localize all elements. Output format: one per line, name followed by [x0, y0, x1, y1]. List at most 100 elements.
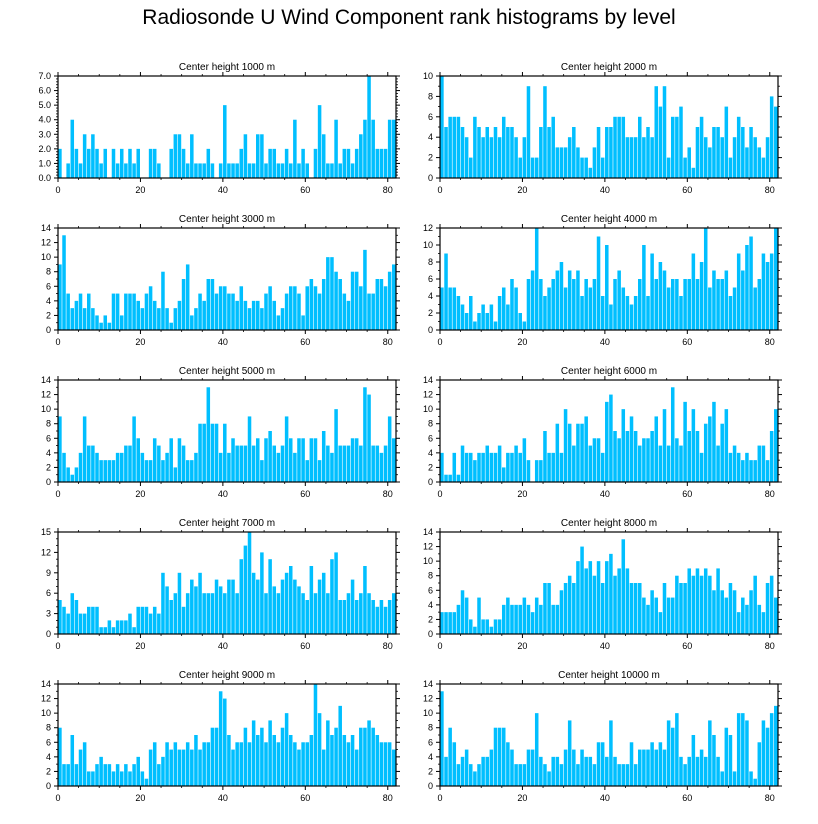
- bar: [625, 296, 630, 330]
- bar: [247, 163, 252, 178]
- bar: [350, 271, 355, 330]
- bar: [301, 148, 305, 178]
- bar: [210, 593, 215, 634]
- bar: [185, 163, 190, 178]
- bar: [534, 597, 539, 634]
- y-tick-label: 0: [46, 325, 51, 335]
- bar: [440, 76, 444, 178]
- bar: [563, 147, 568, 178]
- bar: [456, 116, 461, 178]
- bar: [757, 445, 762, 482]
- bar: [272, 586, 277, 634]
- bar: [576, 423, 580, 482]
- bar: [473, 626, 477, 634]
- bar: [148, 148, 153, 178]
- bar: [276, 742, 281, 786]
- bar: [724, 106, 729, 178]
- bar: [559, 262, 564, 330]
- y-tick-label: 12: [41, 238, 51, 248]
- bar: [309, 735, 314, 786]
- bar: [181, 445, 186, 482]
- bar: [206, 148, 211, 178]
- bar: [330, 257, 334, 330]
- bar: [506, 304, 510, 330]
- y-tick-label: 0: [428, 477, 433, 487]
- y-tick-label: 0.0: [38, 173, 51, 183]
- bar: [214, 293, 219, 330]
- bar: [260, 308, 264, 330]
- bar: [359, 134, 363, 178]
- bar: [239, 742, 244, 786]
- bar: [293, 579, 297, 634]
- bar: [301, 438, 305, 482]
- bar: [543, 296, 547, 330]
- x-tick-label: 60: [300, 185, 310, 195]
- bar: [633, 296, 638, 330]
- bar: [354, 438, 359, 482]
- bar: [367, 293, 371, 330]
- bar: [264, 438, 268, 482]
- bar: [268, 286, 272, 330]
- panel-6: Center height 6000 m 0 2 4 6 8 10 12 14 0 20 40 60 80: [423, 366, 782, 499]
- bar: [247, 532, 252, 634]
- bar: [354, 600, 359, 634]
- bar: [481, 304, 485, 330]
- panel-title: Center height 8000 m: [561, 518, 657, 529]
- bar: [691, 167, 696, 178]
- bar: [699, 116, 704, 178]
- bar: [654, 597, 659, 634]
- bar: [469, 157, 473, 178]
- bar: [379, 452, 384, 482]
- bar: [62, 235, 66, 330]
- bar: [161, 756, 165, 786]
- bar: [363, 119, 367, 178]
- bar: [547, 771, 551, 786]
- bar: [654, 749, 659, 786]
- x-tick-label: 60: [300, 793, 310, 803]
- bar: [239, 445, 244, 482]
- bar: [563, 749, 568, 786]
- bar: [596, 127, 601, 178]
- bar: [609, 720, 613, 786]
- bar: [650, 137, 654, 178]
- bar: [588, 756, 593, 786]
- bar: [559, 764, 564, 786]
- bar: [194, 452, 198, 482]
- bar: [741, 597, 745, 634]
- y-tick-label: 8: [428, 91, 433, 101]
- bar: [251, 445, 256, 482]
- bar: [227, 579, 231, 634]
- bar: [695, 431, 700, 482]
- bar: [276, 452, 281, 482]
- panel-title: Center height 1000 m: [179, 62, 275, 73]
- bar: [297, 586, 301, 634]
- bar: [371, 727, 375, 786]
- bar: [301, 315, 305, 330]
- bar: [181, 749, 186, 786]
- x-tick-label: 0: [437, 337, 442, 347]
- bar: [650, 590, 654, 634]
- bar: [280, 445, 285, 482]
- bar: [526, 86, 531, 178]
- bar: [629, 742, 634, 786]
- y-tick-label: 8: [428, 419, 433, 429]
- bar: [99, 163, 103, 178]
- bar: [613, 279, 617, 330]
- bar: [444, 127, 448, 178]
- bar: [338, 445, 342, 482]
- bar: [243, 300, 248, 330]
- bar: [526, 279, 531, 330]
- bar: [580, 157, 584, 178]
- bar: [157, 163, 161, 178]
- bar: [354, 749, 359, 786]
- bar: [720, 137, 724, 178]
- bar: [379, 279, 384, 330]
- bar: [522, 438, 527, 482]
- bar: [683, 157, 687, 178]
- bar: [765, 137, 770, 178]
- bar: [181, 148, 186, 178]
- panel-5: Center height 5000 m 0 2 4 6 8 10 12 14 0 20 40 60 80: [41, 366, 400, 499]
- bar: [592, 438, 597, 482]
- bar: [321, 431, 326, 482]
- bar: [78, 163, 83, 178]
